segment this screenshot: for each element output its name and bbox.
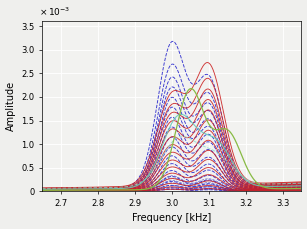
X-axis label: Frequency [kHz]: Frequency [kHz]: [132, 213, 211, 224]
Text: $\times\,10^{-3}$: $\times\,10^{-3}$: [39, 6, 71, 18]
Y-axis label: Amplitude: Amplitude: [6, 81, 16, 131]
